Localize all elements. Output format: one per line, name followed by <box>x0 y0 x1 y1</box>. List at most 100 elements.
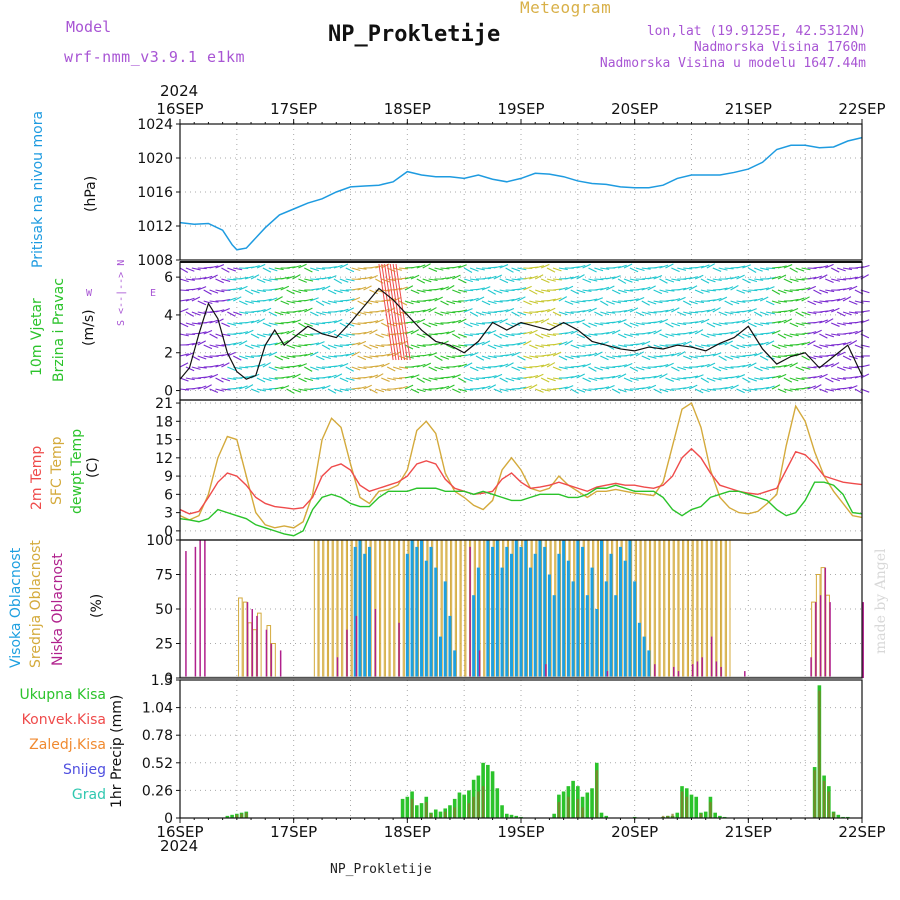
cloud-high-bar <box>628 540 632 678</box>
x-tick-label-bottom: 19SEP <box>497 823 544 841</box>
wind-barb <box>280 300 290 305</box>
wind-barb <box>233 355 242 361</box>
y-tick-label: 50 <box>155 602 173 618</box>
wind-barb <box>783 278 793 284</box>
watermark: made by Angel <box>873 548 889 655</box>
wind-barb <box>771 320 781 324</box>
wind-barb <box>381 377 390 382</box>
wind-barb <box>623 263 633 269</box>
wind-barb <box>363 285 372 291</box>
wind-barb <box>256 344 266 347</box>
y-tick-label: 1020 <box>137 151 173 167</box>
wind-barb <box>233 287 243 291</box>
wind-barb <box>795 366 805 372</box>
wind-barb <box>262 377 272 382</box>
wind-barb <box>487 275 497 280</box>
wind-barb <box>327 374 337 379</box>
wind-barb <box>221 322 230 328</box>
wind-barb <box>558 332 568 335</box>
wind-barb <box>759 311 769 316</box>
wind-barb <box>209 289 219 294</box>
wind-barb <box>434 366 444 371</box>
wind-barb <box>582 322 591 328</box>
wind-barb <box>748 333 758 337</box>
wind-barb <box>712 333 722 336</box>
wind-barb <box>221 307 230 313</box>
wind-barb <box>558 386 568 390</box>
wind-barb <box>493 388 503 394</box>
wind-barb <box>771 375 781 379</box>
wind-barb <box>369 274 378 280</box>
cloud-mid-bar <box>815 574 821 679</box>
wind-barb <box>848 366 858 369</box>
wind-barb <box>748 308 757 313</box>
wind-barb <box>558 267 568 271</box>
wind-barb <box>215 264 225 269</box>
wind-barb <box>203 320 213 324</box>
cloud-mid-bar <box>375 539 381 679</box>
wind-barb <box>392 341 402 346</box>
wind-barb <box>511 351 520 357</box>
wind-barb <box>706 322 716 328</box>
wind-barb <box>641 300 650 306</box>
wind-barb <box>304 298 314 302</box>
wind-barb <box>552 297 562 302</box>
wind-barb <box>333 264 343 269</box>
wind-barb <box>304 377 314 382</box>
wind-barb <box>783 363 793 368</box>
wind-barb <box>659 309 669 313</box>
wind-barb <box>612 300 622 304</box>
wind-barb <box>771 384 781 390</box>
wind-barb <box>600 311 610 316</box>
wind-barb <box>789 307 799 313</box>
wind-barb <box>244 300 254 304</box>
wind-barb <box>807 311 817 315</box>
precip-total-bar <box>462 794 466 818</box>
wind-barb <box>469 322 479 327</box>
wind-barb <box>410 300 420 304</box>
wind-barb <box>576 289 586 294</box>
wind-barb <box>540 318 550 324</box>
cloud-mid-bar <box>380 539 385 679</box>
wind-barb <box>789 333 799 337</box>
wind-barb <box>452 388 461 394</box>
wind-barb <box>789 377 799 382</box>
wind-barb <box>416 344 426 347</box>
wind-barb <box>487 384 497 390</box>
wind-barb <box>191 322 201 325</box>
wind-barbs-group <box>179 263 870 394</box>
wind-barb <box>754 342 764 346</box>
wind-barb <box>753 311 763 317</box>
wind-barb <box>499 344 509 347</box>
wind-barb <box>475 366 485 370</box>
wind-barb <box>381 388 391 392</box>
wind-barb <box>736 319 746 324</box>
wind-barb <box>393 387 403 390</box>
wind-barb <box>801 341 811 346</box>
precip-conv-bar <box>472 796 475 818</box>
precip-conv-bar <box>666 815 670 818</box>
wind-barb <box>333 364 343 368</box>
wind-barb <box>298 363 307 368</box>
wind-barb-strong <box>378 263 394 361</box>
wind-barb <box>807 340 816 346</box>
wind-barb <box>612 266 622 269</box>
wind-barb <box>440 340 449 346</box>
precip-conv-bar <box>827 791 831 818</box>
wind-barb <box>783 289 793 293</box>
cloud-high-bar <box>448 615 452 678</box>
wind-barb <box>327 320 337 324</box>
wind-barb <box>742 363 752 368</box>
wind-barb <box>250 344 260 348</box>
wind-barb <box>842 267 853 271</box>
wind-barb <box>422 322 432 328</box>
wind-barb <box>464 278 473 283</box>
precip-conv-bar <box>576 798 580 818</box>
precip-total-bar <box>675 812 680 818</box>
wind-barb <box>795 377 805 381</box>
wind-barb <box>813 300 823 304</box>
cloud-high-bar <box>637 622 641 678</box>
precip-conv-bar <box>245 812 248 818</box>
wind-barb <box>807 366 817 369</box>
legend-convective-rain: Konvek.Kisa <box>21 712 106 728</box>
